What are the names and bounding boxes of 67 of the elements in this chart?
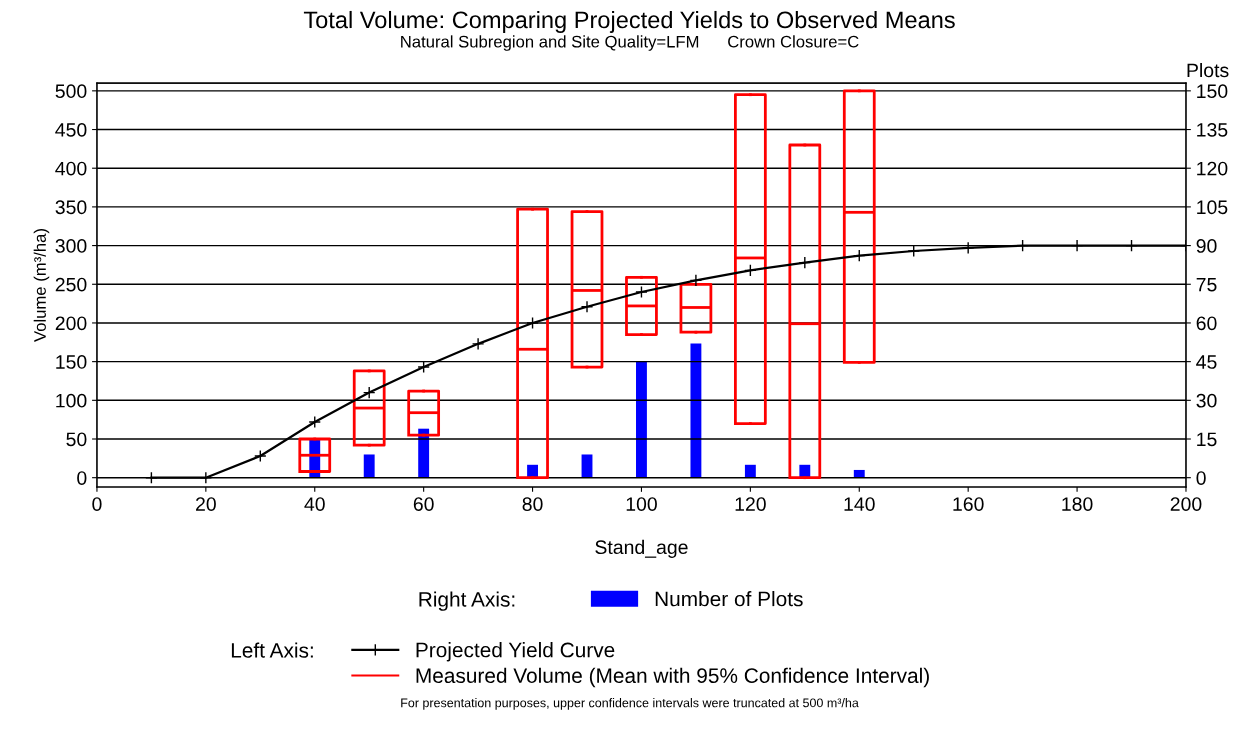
point	[417, 360, 430, 374]
y-axis-title: Volume (m³/ha)	[33, 229, 50, 342]
x-tick-label: 200	[1170, 497, 1202, 511]
legend-label: Measured Volume (Mean with 95% Confidence Interval)	[416, 667, 929, 688]
bar	[690, 343, 702, 478]
y-tick-label: 150	[56, 355, 87, 369]
bar	[581, 454, 593, 478]
y-tick-label: 400	[55, 161, 87, 176]
y2-tick-label: 0	[1196, 471, 1206, 485]
bar	[363, 454, 375, 478]
x-tick-label: 160	[953, 497, 984, 511]
x-axis-title: Stand_age	[595, 539, 688, 558]
y2-tick-label: 75	[1196, 277, 1217, 292]
y-tick-label: 450	[55, 123, 87, 137]
y-tick-label: 300	[55, 239, 87, 253]
point	[580, 300, 594, 313]
y-tick-label: 50	[66, 432, 87, 447]
x-tick-label: 40	[304, 497, 325, 511]
x-tick-label: 60	[413, 497, 434, 511]
bar	[636, 361, 647, 478]
legend-label: Projected Yield Curve	[416, 642, 615, 662]
bar	[418, 428, 430, 478]
x-tick-label: 180	[1062, 497, 1093, 511]
point	[199, 471, 213, 484]
y2-tick-label: 60	[1196, 316, 1217, 331]
y2-tick-label: 135	[1197, 123, 1228, 137]
text: For presentation purposes, upper confidence intervals were truncated at 500 m³/ha	[401, 698, 859, 710]
point	[362, 386, 376, 399]
y2-tick-label: 150	[1197, 84, 1228, 99]
y-tick-label: 350	[55, 200, 87, 215]
y2-axis-title: Plots	[1187, 62, 1229, 78]
y-tick-label: 500	[55, 84, 87, 99]
point	[907, 244, 920, 258]
point	[1125, 239, 1138, 252]
point	[308, 415, 322, 429]
text: Left Axis:	[231, 642, 313, 658]
chart-title: Total Volume: Comparing Projected Yields to Observed Means	[303, 10, 955, 33]
point	[471, 337, 485, 351]
point	[798, 256, 812, 269]
y-tick-label: 0	[77, 471, 87, 485]
y-tick-label: 250	[55, 277, 87, 292]
text: Right Axis:	[419, 591, 515, 611]
x-tick-label: 140	[844, 497, 875, 511]
legend-label: Number of Plots	[655, 591, 803, 607]
bar	[853, 469, 865, 478]
chart-subtitle: Natural Subregion and Site Quality=LFM Crown Closure=C	[401, 35, 859, 51]
point	[853, 249, 866, 262]
y2-tick-label: 120	[1197, 161, 1228, 176]
point	[1070, 239, 1084, 252]
y-tick-label: 100	[56, 393, 87, 408]
x-tick-label: 120	[735, 497, 766, 511]
bar	[744, 464, 756, 478]
x-tick-label: 20	[196, 497, 216, 511]
x-tick-label: 100	[626, 497, 657, 511]
y2-tick-label: 15	[1197, 432, 1217, 447]
x-tick-label: 0	[92, 497, 102, 511]
y2-tick-label: 30	[1196, 393, 1217, 408]
point	[526, 316, 539, 330]
y2-tick-label: 45	[1196, 355, 1217, 369]
point	[145, 471, 158, 484]
y2-tick-label: 105	[1197, 200, 1228, 215]
y-tick-label: 200	[55, 316, 87, 331]
y2-tick-label: 90	[1196, 239, 1217, 253]
x-tick-label: 80	[522, 497, 543, 511]
point	[254, 449, 267, 463]
point	[635, 285, 648, 299]
point	[744, 264, 757, 277]
